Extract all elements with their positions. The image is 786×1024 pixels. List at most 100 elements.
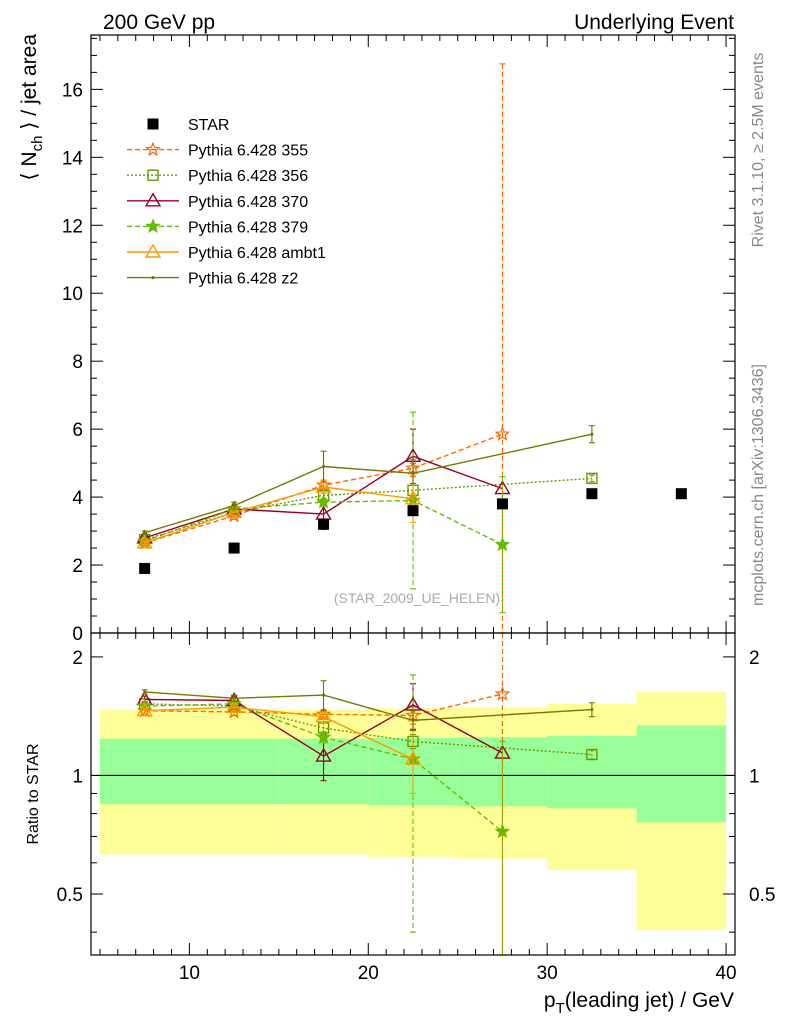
- main-y-tick-label: 2: [72, 556, 83, 577]
- data-point-shape: [494, 426, 511, 441]
- star-data-point-shape: [675, 488, 687, 500]
- star-data-point: [496, 498, 508, 510]
- star-data-point-shape: [496, 498, 508, 510]
- ratio-y-tick-label: 2: [72, 648, 83, 669]
- main-y-tick-label: 4: [72, 488, 83, 509]
- green-band: [189, 738, 279, 805]
- main-y-tick-label: 12: [62, 216, 83, 237]
- data-point: [225, 503, 243, 519]
- star-data-point-shape: [139, 562, 151, 574]
- ratio-point-shape: [494, 823, 511, 839]
- green-band: [636, 725, 727, 823]
- data-point-shape: [404, 490, 422, 505]
- data-point: [232, 503, 236, 508]
- ratio-point-shape: [315, 747, 332, 762]
- ratio-point-shape: [404, 750, 422, 765]
- series-line: [144, 486, 414, 544]
- legend-marker: [145, 218, 161, 234]
- data-point: [321, 464, 326, 469]
- ratio-panel: [91, 632, 735, 956]
- legend-marker-shape: [144, 192, 162, 207]
- star-data-point-shape: [228, 542, 240, 554]
- legend-marker-shape: [145, 218, 161, 234]
- ratio-point-shape: [136, 702, 153, 717]
- data-point: [136, 534, 153, 549]
- ratio-point-shape: [586, 748, 598, 761]
- data-point-shape: [590, 432, 594, 436]
- ratio-series-pythia-6.428-z2: [141, 680, 595, 732]
- star-data-point: [318, 518, 330, 530]
- ratio-point-shape: [321, 693, 326, 697]
- star-data-point: [228, 542, 240, 554]
- legend-marker: [144, 192, 162, 207]
- star-data-point-shape: [407, 505, 419, 517]
- data-point-shape: [586, 472, 598, 485]
- ratio-point: [315, 747, 332, 762]
- main-panel: [136, 63, 687, 634]
- ratio-point: [494, 823, 511, 839]
- series-pythia-6.428-z2: [141, 425, 595, 536]
- star-data-point-shape: [586, 488, 598, 500]
- data-point: [494, 426, 511, 441]
- legend-marker-shape: [145, 141, 161, 157]
- data-point: [315, 494, 332, 509]
- ratio-y-tick-label-right: 1: [749, 766, 760, 787]
- series-pythia-6.428-379: [136, 411, 511, 614]
- legend-label: Pythia 6.428 z2: [188, 271, 298, 288]
- main-y-tick-label: 8: [72, 352, 83, 373]
- x-tick-label: 40: [715, 963, 736, 984]
- data-point: [494, 536, 511, 552]
- main-y-tick-label: 10: [62, 284, 83, 305]
- ratio-y-axis-title: Ratio to STAR: [25, 743, 42, 844]
- ratio-point: [225, 698, 243, 713]
- legend-marker: [151, 276, 155, 280]
- star-data-point: [407, 505, 419, 517]
- ratio-point-shape: [143, 690, 147, 694]
- series-pythia-6.428-356: [138, 472, 598, 546]
- ratio-point: [136, 702, 153, 717]
- y-axis-title: ⟨ Nch ⟩ / jet area: [18, 34, 46, 181]
- watermark: (STAR_2009_UE_HELEN): [334, 590, 500, 606]
- legend-label: Pythia 6.428 370: [188, 194, 308, 211]
- ratio-point: [404, 750, 422, 765]
- legend-marker: [145, 141, 161, 157]
- x-axis-title: pT(leading jet) / GeV: [544, 989, 734, 1017]
- legend-marker-shape: [144, 243, 162, 258]
- data-point-shape: [315, 494, 332, 509]
- ratio-point: [315, 708, 332, 723]
- data-point: [586, 472, 598, 485]
- ratio-point: [586, 748, 598, 761]
- ratio-point-shape: [494, 685, 511, 701]
- ratio-point: [494, 685, 511, 701]
- legend-label: Pythia 6.428 355: [188, 143, 308, 160]
- data-point: [404, 490, 422, 505]
- ratio-point: [590, 707, 594, 712]
- ratio-frame: [90, 632, 736, 956]
- data-point: [315, 478, 332, 493]
- legend-label: Pythia 6.428 356: [188, 168, 308, 185]
- series-line: [144, 477, 592, 541]
- ratio-y-tick-label: 1: [72, 766, 83, 787]
- ratio-point-shape: [315, 729, 332, 744]
- data-point-shape: [315, 478, 332, 493]
- data-point: [590, 432, 594, 436]
- x-tick-label: 10: [179, 963, 200, 984]
- legend-marker: [144, 243, 162, 258]
- data-point-shape: [411, 471, 415, 475]
- ratio-point-shape: [315, 708, 332, 723]
- ratio-y-tick-label-right: 2: [749, 648, 760, 669]
- ratio-y-tick-label: 0.5: [57, 885, 83, 906]
- x-tick-label: 20: [358, 963, 379, 984]
- legend-marker: [147, 118, 159, 130]
- ratio-line: [144, 706, 414, 760]
- ratio-point: [143, 690, 147, 694]
- legend-marker-shape: [147, 169, 159, 181]
- series-line: [144, 433, 593, 534]
- ratio-point-shape: [232, 696, 236, 700]
- x-tick-label: 30: [537, 963, 558, 984]
- data-point: [411, 471, 415, 475]
- data-point-shape: [321, 464, 326, 469]
- legend-label: Pythia 6.428 ambt1: [188, 245, 326, 262]
- main-y-tick-label: 14: [62, 148, 84, 169]
